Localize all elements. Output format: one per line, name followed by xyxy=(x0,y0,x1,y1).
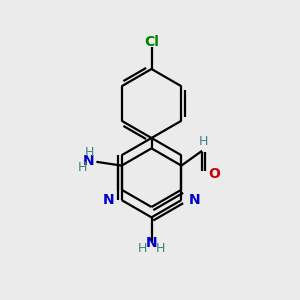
Text: Cl: Cl xyxy=(144,35,159,49)
Text: H: H xyxy=(85,146,94,159)
Text: N: N xyxy=(103,193,114,207)
Text: N: N xyxy=(82,154,94,168)
Text: H: H xyxy=(199,135,208,148)
Text: H: H xyxy=(77,161,87,174)
Text: O: O xyxy=(209,167,220,181)
Text: H: H xyxy=(138,242,147,255)
Text: H: H xyxy=(156,242,165,255)
Text: N: N xyxy=(146,236,157,250)
Text: N: N xyxy=(189,193,200,207)
